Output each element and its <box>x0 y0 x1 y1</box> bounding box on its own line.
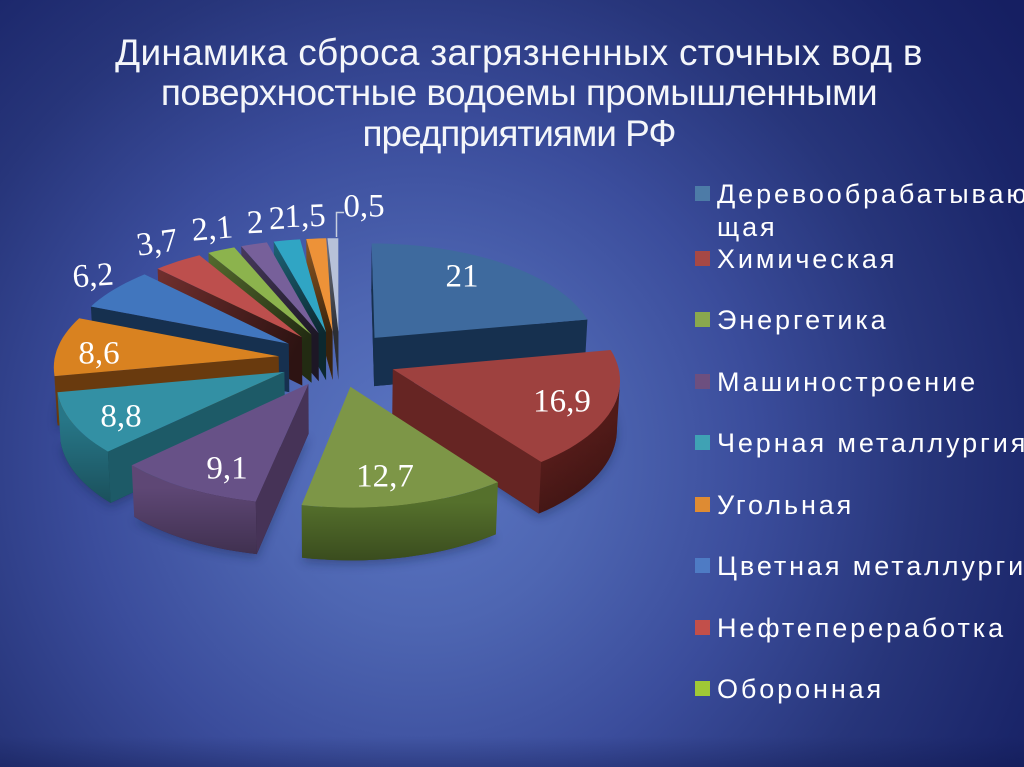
svg-text:2,1: 2,1 <box>190 209 234 248</box>
svg-text:3,7: 3,7 <box>134 222 180 263</box>
svg-text:2: 2 <box>268 201 286 238</box>
svg-text:0,5: 0,5 <box>343 189 384 225</box>
svg-text:12,7: 12,7 <box>356 459 414 495</box>
svg-text:8,6: 8,6 <box>78 336 119 372</box>
svg-text:21: 21 <box>446 259 479 295</box>
svg-text:2: 2 <box>246 205 264 242</box>
svg-text:8,8: 8,8 <box>100 399 141 435</box>
svg-text:6,2: 6,2 <box>71 257 115 296</box>
svg-text:1,5: 1,5 <box>284 198 326 235</box>
svg-text:16,9: 16,9 <box>533 384 591 420</box>
svg-text:9,1: 9,1 <box>206 451 247 487</box>
